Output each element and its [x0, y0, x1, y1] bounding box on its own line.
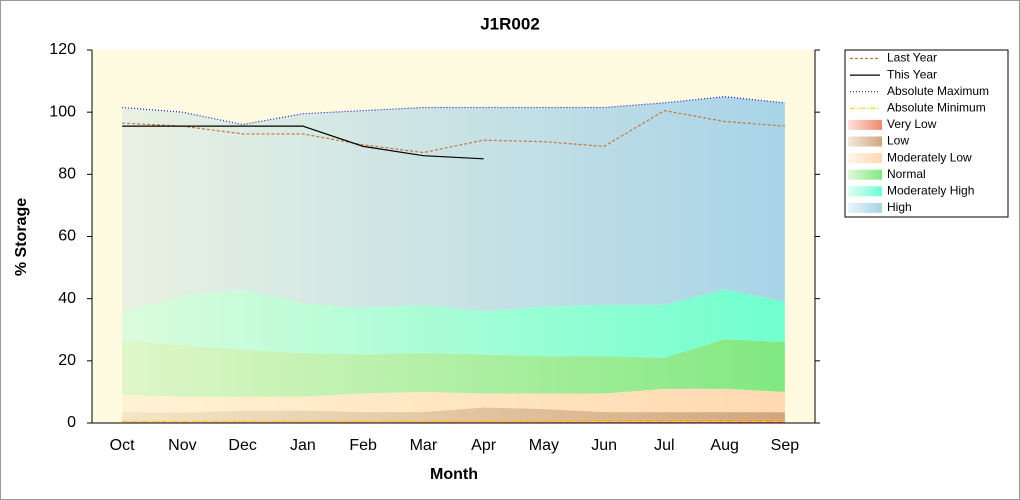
plot-area: 0 20 40 60 80 100 120 Oct Nov Dec Jan Feb Mar Apr May J… [49, 41, 820, 454]
x-tick-label: Oct [110, 437, 135, 454]
y-tick-label: 20 [58, 352, 76, 369]
legend-label: Absolute Minimum [887, 100, 986, 114]
legend-label: Moderately High [887, 183, 974, 197]
legend-swatch [848, 202, 882, 213]
legend-swatch [848, 169, 882, 180]
x-tick-label: Dec [228, 437, 256, 454]
y-tick-label: 40 [58, 290, 76, 307]
area-band [122, 388, 785, 413]
line [122, 125, 484, 160]
x-tick-label: Mar [410, 437, 438, 454]
legend-swatch [848, 153, 882, 164]
y-tick-label: 120 [49, 41, 76, 58]
x-tick-label: Jan [290, 437, 316, 454]
area-band [122, 289, 785, 358]
x-tick-label: Apr [471, 437, 497, 454]
x-tick-label: May [529, 437, 559, 454]
legend-swatch [848, 119, 882, 130]
x-axis-label: Month [430, 466, 478, 483]
legend-label: Normal [887, 167, 926, 181]
legend-swatch [848, 186, 882, 197]
line [122, 109, 785, 154]
y-axis-label: % Storage [13, 198, 30, 276]
y-tick-label: 80 [58, 166, 76, 183]
y-tick-label: 0 [67, 414, 76, 431]
x-tick-label: Sep [771, 437, 800, 454]
legend-label: Last Year [887, 51, 937, 65]
x-tick-label: Jun [591, 437, 617, 454]
legend-swatch [848, 136, 882, 147]
legend-label: Very Low [887, 117, 937, 131]
x-tick-label: Nov [168, 437, 196, 454]
legend: Last Year This Year Absolute Maximum Absolu… [844, 49, 1009, 218]
legend-label: Low [887, 134, 909, 148]
legend-label: This Year [887, 67, 937, 81]
x-tick-label: Feb [349, 437, 377, 454]
area-band [122, 96, 785, 312]
legend-label: Moderately Low [887, 150, 972, 164]
x-tick-label: Jul [654, 437, 674, 454]
legend-label: Absolute Maximum [887, 84, 989, 98]
legend-label: High [887, 200, 912, 214]
chart-title: J1R002 [480, 14, 540, 33]
line [122, 96, 785, 126]
y-tick-label: 60 [58, 228, 76, 245]
y-tick-label: 100 [49, 103, 76, 120]
area-band [122, 339, 785, 397]
x-tick-label: Aug [710, 437, 738, 454]
